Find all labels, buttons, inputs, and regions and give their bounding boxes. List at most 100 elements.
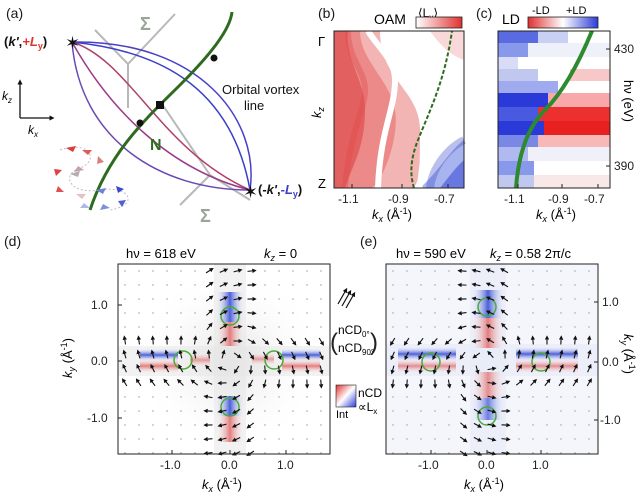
field-arrow [487,409,497,414]
panel-d-xtick: 0.0 [221,458,238,472]
field-dot [194,326,196,328]
panel-e-kz: kz = 0.58 2π/c [490,246,572,263]
field-dot [434,270,436,272]
field-arrow [149,378,156,387]
field-arrow [177,378,184,386]
field-dot [166,438,168,440]
fermi-pocket-marker [531,352,551,372]
field-arrow [219,268,229,273]
field-arrow [192,349,197,359]
field-dot [152,424,154,426]
panel-d-xtick: -1.0 [160,458,181,472]
field-dot [574,424,576,426]
orbital-vortex-line [88,11,234,211]
field-dot [532,410,534,412]
field-arrow [515,379,524,386]
field-dot [392,284,394,286]
field-dot [180,424,182,426]
field-arrow [559,349,564,359]
field-arrow [206,322,213,331]
field-dot [518,410,520,412]
field-dot [306,396,308,398]
field-dot [124,410,126,412]
field-dot [166,326,168,328]
field-arrow [473,408,482,414]
field-arrow [290,337,297,346]
field-arrow [516,364,522,373]
field-dot [560,270,562,272]
fermi-pocket-marker [421,352,441,372]
field-arrow [217,366,227,371]
field-dot [180,312,182,314]
field-arrow [500,268,509,274]
legend-prop: ∝Lx [358,400,377,416]
field-dot [320,284,322,286]
field-arrow [217,423,227,428]
field-arrow [587,363,592,373]
field-dot [292,312,294,314]
field-arrow [262,338,270,345]
field-arrow [403,337,410,346]
field-arrow [205,281,214,288]
field-dot [194,424,196,426]
field-dot [264,396,266,398]
field-arrow [247,310,257,316]
field-arrow [473,394,482,401]
field-dot [546,270,548,272]
field-dot [152,284,154,286]
field-dot [560,452,562,454]
panel-b-xticks: -1.1 -0.9 -0.7 [338,184,455,206]
field-dot [420,284,422,286]
field-dot [320,270,322,272]
field-dot [532,284,534,286]
field-arrow [390,351,395,361]
panel-e-frame [385,263,599,455]
field-dot [560,284,562,286]
field-arrow [586,378,592,387]
field-arrow [531,349,536,359]
panel-e-map [386,264,598,457]
panel-c-yticks: 430 390 [606,42,634,173]
field-arrow [233,310,243,315]
panel-d-ylabel: ky (Å-1) [59,338,77,378]
sigma-label-lower: Σ [200,206,211,226]
field-dot [320,424,322,426]
field-arrow [246,408,254,415]
legend-ncd0: nCD0° [338,323,370,339]
field-dot [560,312,562,314]
field-dot [194,284,196,286]
panel-e-arrows [389,268,592,457]
field-arrow [446,365,451,375]
panel-d-xlabel: kx (Å-1) [202,476,242,494]
field-arrow [544,363,550,373]
field-arrow [150,349,155,359]
sigma-intersection-dot [136,119,144,127]
panel-b-xlabel: kx (Å-1) [372,206,412,224]
field-arrow [471,282,481,287]
field-dot [278,270,280,272]
legend-colorbar [335,384,357,408]
field-arrow [233,282,243,287]
field-dot [588,312,590,314]
field-arrow [418,365,423,375]
vortex-intersection-dot [210,54,218,62]
field-dot [152,326,154,328]
field-arrow [390,379,396,389]
panel-c-xticks: -1.1 -0.9 -0.7 [504,184,605,206]
field-arrow [573,363,578,373]
panel-d-frame [117,263,331,455]
field-arrow [544,378,551,387]
field-dot [320,452,322,454]
field-arrow [500,295,509,302]
field-dot [448,284,450,286]
field-dot [194,452,196,454]
field-dot [392,270,394,272]
field-arrow [319,351,324,361]
field-dot [166,410,168,412]
field-arrow [221,349,226,359]
field-dot [124,270,126,272]
field-dot [278,312,280,314]
field-dot [406,298,408,300]
n-point-marker [156,101,164,109]
panel-d-hv: hν = 618 eV [126,246,196,261]
